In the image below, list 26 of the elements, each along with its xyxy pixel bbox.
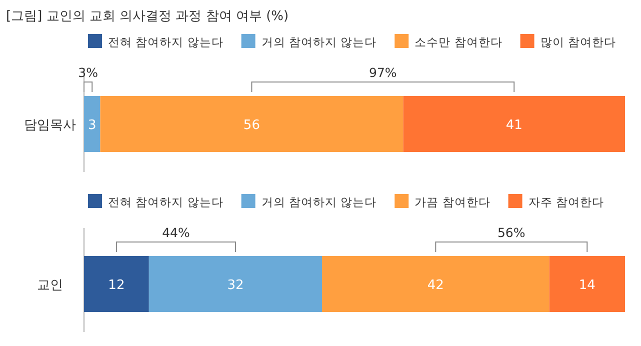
- data-label: 14: [578, 278, 596, 293]
- legend-label: 많이 참여한다: [540, 35, 616, 49]
- legend-label: 전혀 참여하지 않는다: [108, 35, 224, 49]
- legend-label: 전혀 참여하지 않는다: [108, 195, 224, 209]
- data-label: 12: [108, 278, 125, 293]
- legend-label: 거의 참여하지 않는다: [261, 35, 377, 49]
- bar: [148, 256, 322, 312]
- y-tick-label: 담임목사: [24, 118, 76, 133]
- data-label: 41: [506, 118, 522, 133]
- bar: [549, 256, 625, 312]
- bar: [322, 256, 550, 312]
- bar: [84, 256, 149, 312]
- data-label: 56: [243, 118, 260, 133]
- text: 97%: [369, 65, 397, 80]
- data-label: 3: [88, 118, 96, 133]
- text: 44%: [162, 225, 190, 240]
- y-tick-label: 교인: [37, 278, 63, 293]
- data-label: 32: [227, 278, 244, 293]
- legend-label: 소수만 참여한다: [414, 35, 502, 49]
- text: 3%: [78, 65, 98, 80]
- chart-title: [그림] 교인의 교회 의사결정 과정 참여 여부 (%): [6, 9, 289, 24]
- legend-label: 자주 참여한다: [528, 195, 604, 209]
- data-label: 42: [427, 278, 444, 293]
- legend-label: 가끔 참여한다: [414, 195, 490, 209]
- text: 56%: [497, 225, 526, 240]
- legend-label: 거의 참여하지 않는다: [261, 195, 377, 209]
